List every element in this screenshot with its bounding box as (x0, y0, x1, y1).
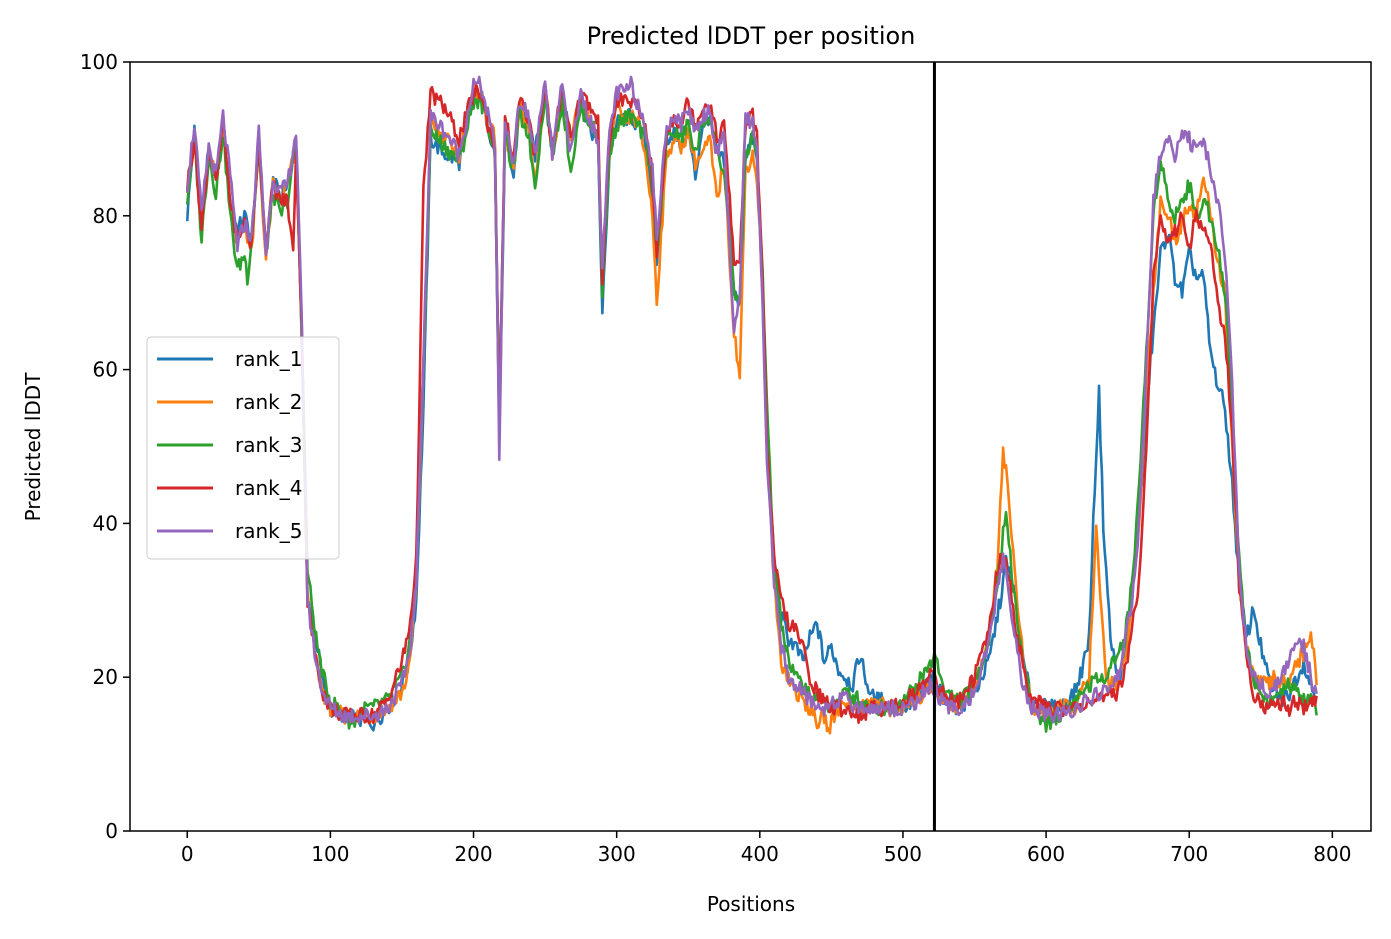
x-tick-label: 600 (1027, 842, 1065, 866)
x-tick-label: 700 (1170, 842, 1208, 866)
y-tick-label: 60 (93, 358, 118, 382)
legend-items: rank_1 rank_2 rank_3 rank_4 rank_5 (157, 347, 302, 543)
legend-label-rank_1: rank_1 (235, 347, 302, 371)
series-line-rank_5 (185, 75, 1318, 724)
y-tick-label: 100 (80, 50, 118, 74)
series-line-rank_2 (185, 83, 1318, 735)
series-layer (185, 75, 1318, 735)
chart-title: Predicted lDDT per position (587, 22, 916, 50)
legend-label-rank_3: rank_3 (235, 433, 302, 457)
y-tick-label: 20 (93, 665, 118, 689)
x-tick-label: 800 (1313, 842, 1351, 866)
legend-label-rank_2: rank_2 (235, 390, 302, 414)
x-tick-label: 100 (311, 842, 349, 866)
y-axis: 0 20 40 60 80 100 (80, 50, 130, 843)
legend-label-rank_5: rank_5 (235, 519, 302, 543)
x-axis: 0 100 200 300 400 500 600 700 800 (181, 831, 1351, 866)
plot-frame (129, 61, 1372, 832)
y-axis-label: Predicted lDDT (21, 372, 45, 522)
x-tick-label: 0 (181, 842, 194, 866)
y-tick-label: 40 (93, 511, 118, 535)
y-tick-label: 80 (93, 204, 118, 228)
y-tick-label: 0 (105, 819, 118, 843)
x-tick-label: 300 (598, 842, 636, 866)
x-tick-label: 200 (454, 842, 492, 866)
x-axis-label: Positions (707, 892, 795, 916)
x-tick-label: 500 (884, 842, 922, 866)
x-tick-label: 400 (741, 842, 779, 866)
legend-label-rank_4: rank_4 (235, 476, 302, 500)
legend: rank_1 rank_2 rank_3 rank_4 rank_5 (146, 336, 340, 560)
legend-box (146, 336, 340, 560)
